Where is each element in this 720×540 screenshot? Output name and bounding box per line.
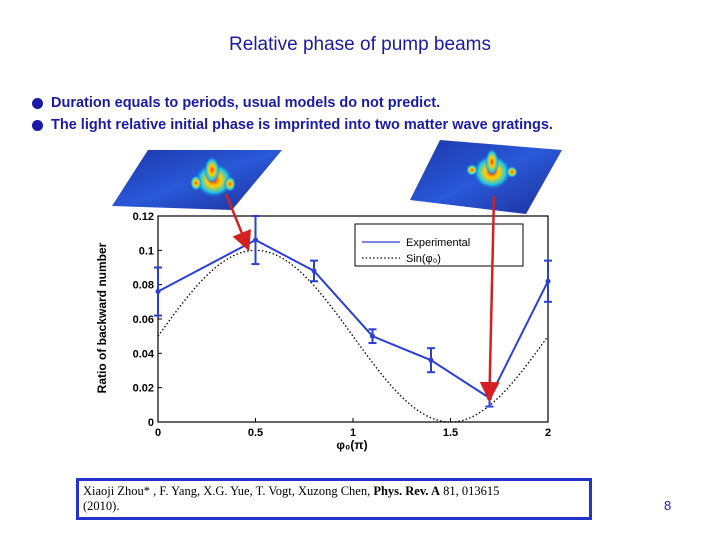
- y-tick-label: 0: [148, 417, 154, 429]
- reference-authors: Xiaoji Zhou* , F. Yang, X.G. Yue, T. Vog…: [83, 484, 371, 498]
- reference-box: Xiaoji Zhou* , F. Yang, X.G. Yue, T. Vog…: [76, 478, 592, 520]
- slide-title: Relative phase of pump beams: [229, 34, 491, 55]
- x-tick-label: 0: [155, 427, 161, 439]
- y-tick-label: 0.02: [133, 383, 154, 395]
- legend-label: Experimental: [406, 237, 470, 249]
- pointer-arrow: [224, 193, 252, 252]
- surface-plot-right: [410, 140, 562, 214]
- legend-label: Sin(φ₀): [406, 253, 441, 265]
- x-tick-label: 1: [350, 427, 356, 439]
- reference-journal: Phys. Rev. A: [373, 484, 441, 498]
- page-number: 8: [664, 498, 672, 513]
- sin-curve: [157, 249, 549, 423]
- bullet-text: The light relative initial phase is impr…: [51, 117, 553, 133]
- surface-plot-left: [112, 150, 282, 210]
- pointer-arrow: [479, 195, 500, 402]
- plot-area: 0 0.5 1 1.5 2 0 0.02 0.04 0.06 0.08 0.1 0.12: [133, 211, 551, 439]
- x-tick-label: 0.5: [248, 427, 263, 439]
- bullet-list: Duration equals to periods, usual models…: [32, 92, 712, 136]
- y-tick-label: 0.04: [133, 348, 155, 360]
- x-tick-label: 2: [545, 427, 551, 439]
- x-axis-label: φ₀(π): [336, 438, 367, 452]
- y-axis-label: Ratio of backward number: [95, 242, 109, 393]
- data-point: [545, 278, 551, 284]
- y-tick-label: 0.06: [133, 314, 154, 326]
- data-point: [155, 289, 161, 295]
- bullet-text: Duration equals to periods, usual models…: [51, 95, 441, 111]
- reference-year: (2010).: [83, 499, 120, 513]
- y-tick-label: 0.08: [133, 280, 154, 292]
- data-point: [487, 395, 492, 401]
- y-tick-label: 0.1: [139, 245, 154, 257]
- data-layer: [154, 215, 552, 423]
- y-tick-label: 0.12: [133, 211, 154, 223]
- data-point: [253, 237, 258, 243]
- reference-details: 81, 013615: [443, 484, 500, 498]
- arrow-layer: [224, 193, 500, 402]
- legend: Experimental Sin(φ₀): [354, 223, 524, 267]
- bullet-dot-icon: [32, 97, 43, 109]
- data-point: [311, 268, 317, 274]
- bullet-item: Duration equals to periods, usual models…: [32, 92, 712, 114]
- data-point: [428, 357, 434, 363]
- data-point: [370, 333, 375, 339]
- bullet-item: The light relative initial phase is impr…: [32, 114, 712, 136]
- x-tick-label: 1.5: [443, 427, 458, 439]
- bullet-dot-icon: [32, 119, 43, 131]
